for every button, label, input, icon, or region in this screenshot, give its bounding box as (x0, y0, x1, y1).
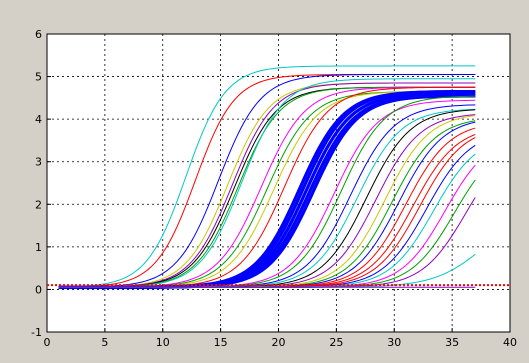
y-tick-label: 0 (35, 283, 42, 296)
x-tick-label: 20 (272, 336, 286, 349)
x-tick-label: 35 (445, 336, 459, 349)
x-tick-label: 30 (387, 336, 401, 349)
y-tick-label: 4 (35, 113, 42, 126)
y-tick-label: -1 (31, 326, 42, 339)
x-tick-label: 0 (44, 336, 51, 349)
y-tick-label: 1 (35, 241, 42, 254)
x-tick-label: 25 (329, 336, 343, 349)
y-tick-label: 3 (35, 156, 42, 169)
curve-series-1 (58, 65, 476, 288)
x-tick-label: 15 (214, 336, 228, 349)
y-tick-label: 5 (35, 71, 42, 84)
x-tick-label: 5 (101, 336, 108, 349)
x-axis-ticks: 0 5 10 15 20 25 30 35 40 (44, 328, 517, 349)
x-tick-label: 40 (503, 336, 517, 349)
y-tick-label: 6 (35, 28, 42, 41)
y-axis-ticks: -1 0 1 2 3 4 5 6 (31, 28, 51, 339)
x-tick-label: 10 (156, 336, 170, 349)
y-tick-label: 2 (35, 198, 42, 211)
